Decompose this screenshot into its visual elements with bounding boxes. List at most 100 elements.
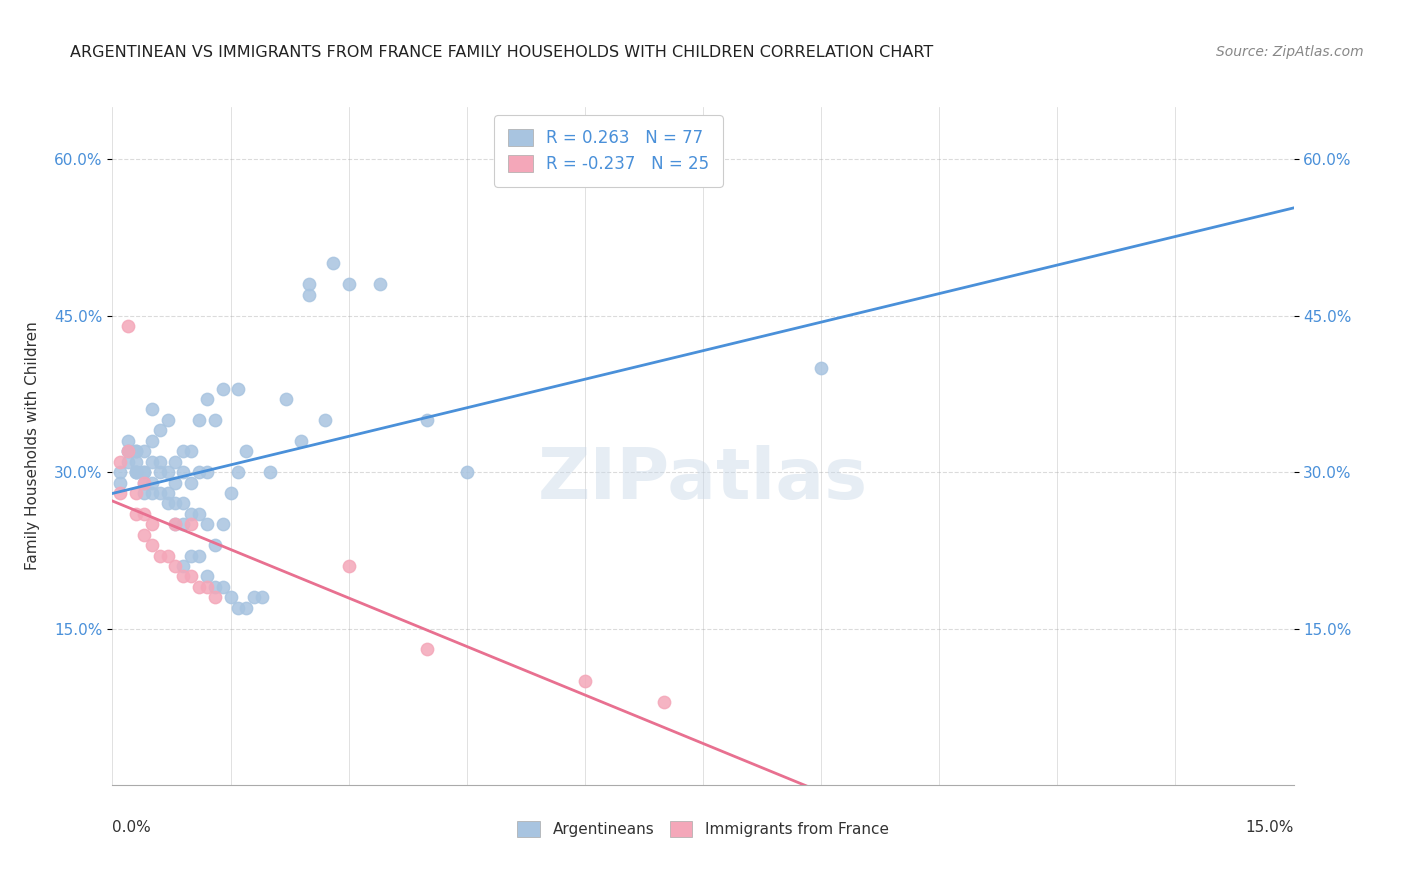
- Text: 15.0%: 15.0%: [1246, 821, 1294, 836]
- Point: [337, 277, 360, 292]
- Point: [132, 507, 155, 521]
- Point: [141, 486, 163, 500]
- Point: [165, 455, 187, 469]
- Point: [274, 392, 297, 406]
- Point: [235, 444, 257, 458]
- Point: [117, 444, 139, 458]
- Point: [165, 517, 187, 532]
- Point: [125, 444, 148, 458]
- Point: [228, 382, 250, 396]
- Point: [149, 465, 172, 479]
- Point: [211, 382, 233, 396]
- Point: [125, 465, 148, 479]
- Point: [165, 558, 187, 573]
- Point: [156, 549, 179, 563]
- Point: [180, 507, 202, 521]
- Point: [132, 475, 155, 490]
- Point: [165, 475, 187, 490]
- Point: [250, 591, 273, 605]
- Point: [219, 591, 242, 605]
- Point: [132, 444, 155, 458]
- Point: [416, 413, 439, 427]
- Point: [188, 465, 211, 479]
- Point: [652, 694, 675, 708]
- Text: 0.0%: 0.0%: [112, 821, 152, 836]
- Point: [141, 517, 163, 532]
- Point: [368, 277, 391, 292]
- Point: [180, 444, 202, 458]
- Point: [574, 673, 596, 688]
- Point: [125, 465, 148, 479]
- Point: [204, 413, 226, 427]
- Point: [290, 434, 312, 448]
- Text: ZIPatlas: ZIPatlas: [538, 445, 868, 515]
- Point: [219, 486, 242, 500]
- Point: [149, 486, 172, 500]
- Point: [235, 600, 257, 615]
- Point: [259, 465, 281, 479]
- Point: [172, 558, 194, 573]
- Point: [132, 475, 155, 490]
- Point: [149, 549, 172, 563]
- Point: [416, 642, 439, 657]
- Point: [149, 423, 172, 437]
- Point: [132, 486, 155, 500]
- Point: [110, 465, 132, 479]
- Point: [132, 465, 155, 479]
- Point: [180, 569, 202, 583]
- Point: [117, 444, 139, 458]
- Point: [188, 507, 211, 521]
- Point: [156, 413, 179, 427]
- Point: [228, 465, 250, 479]
- Point: [110, 455, 132, 469]
- Point: [195, 580, 218, 594]
- Point: [141, 455, 163, 469]
- Point: [195, 465, 218, 479]
- Point: [172, 444, 194, 458]
- Legend: Argentineans, Immigrants from France: Argentineans, Immigrants from France: [510, 814, 896, 845]
- Point: [125, 486, 148, 500]
- Point: [141, 538, 163, 552]
- Point: [117, 444, 139, 458]
- Point: [125, 455, 148, 469]
- Point: [117, 319, 139, 334]
- Point: [188, 413, 211, 427]
- Point: [156, 465, 179, 479]
- Point: [298, 277, 321, 292]
- Point: [243, 591, 266, 605]
- Point: [117, 434, 139, 448]
- Point: [204, 538, 226, 552]
- Point: [810, 360, 832, 375]
- Point: [125, 507, 148, 521]
- Point: [195, 392, 218, 406]
- Point: [337, 558, 360, 573]
- Point: [188, 549, 211, 563]
- Point: [125, 444, 148, 458]
- Point: [110, 486, 132, 500]
- Text: ARGENTINEAN VS IMMIGRANTS FROM FRANCE FAMILY HOUSEHOLDS WITH CHILDREN CORRELATIO: ARGENTINEAN VS IMMIGRANTS FROM FRANCE FA…: [70, 45, 934, 60]
- Point: [172, 517, 194, 532]
- Point: [180, 517, 202, 532]
- Point: [117, 455, 139, 469]
- Point: [188, 580, 211, 594]
- Point: [456, 465, 478, 479]
- Point: [141, 402, 163, 417]
- Point: [125, 465, 148, 479]
- Point: [172, 465, 194, 479]
- Point: [322, 256, 344, 270]
- Point: [195, 517, 218, 532]
- Point: [204, 591, 226, 605]
- Point: [141, 434, 163, 448]
- Point: [180, 475, 202, 490]
- Point: [211, 580, 233, 594]
- Point: [298, 287, 321, 301]
- Point: [110, 475, 132, 490]
- Point: [165, 517, 187, 532]
- Point: [195, 569, 218, 583]
- Point: [149, 455, 172, 469]
- Point: [165, 496, 187, 510]
- Point: [204, 580, 226, 594]
- Text: Source: ZipAtlas.com: Source: ZipAtlas.com: [1216, 45, 1364, 59]
- Point: [172, 496, 194, 510]
- Point: [156, 486, 179, 500]
